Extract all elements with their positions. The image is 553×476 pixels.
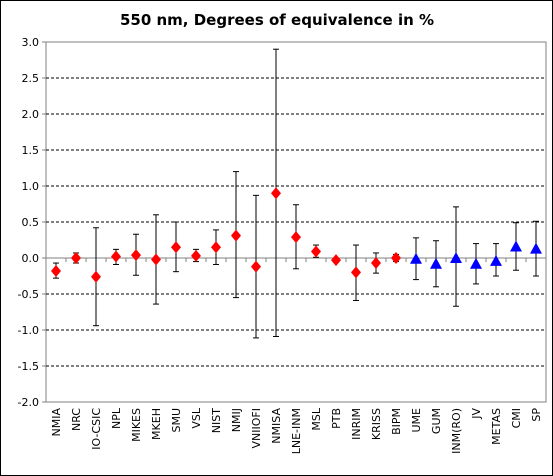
y-tick-label: 0.5: [22, 216, 40, 229]
x-tick-label: GUM: [430, 408, 443, 434]
x-tick-label: INM(RO): [450, 408, 463, 454]
data-point-diamond: [91, 270, 101, 283]
data-point-triangle: [510, 240, 522, 252]
data-point-diamond: [371, 257, 381, 270]
chart-title: 550 nm, Degrees of equivalence in %: [120, 11, 434, 29]
gridlines: [46, 77, 546, 367]
y-tick-label: -1.5: [18, 360, 39, 373]
data-point-diamond: [291, 231, 301, 244]
x-tick-label: MSL: [310, 407, 323, 430]
data-point-diamond: [391, 252, 401, 264]
x-tick-label: MKEH: [150, 408, 163, 440]
data-point-diamond: [131, 249, 141, 262]
x-tick-label: SP: [530, 408, 543, 422]
x-tick-label: IO-CSIC: [90, 408, 103, 450]
y-tick-label: 2.5: [22, 72, 40, 85]
x-tick-label: PTB: [330, 408, 343, 429]
y-axis: 3.0 2.5 2.0 1.5 1.0 0.5 0.0 -0.5 -1.0 -1.5 -2.0: [18, 36, 46, 409]
x-tick-label: INRIM: [350, 408, 363, 440]
y-tick-label: -2.0: [18, 396, 39, 409]
x-tick-label: METAS: [490, 408, 503, 445]
y-tick-label: 0.0: [22, 252, 40, 265]
x-tick-label: KRISS: [370, 408, 383, 440]
data-point-diamond: [271, 187, 281, 200]
y-tick-label: 3.0: [22, 36, 40, 49]
x-tick-label: VSL: [190, 407, 203, 429]
x-tick-label: NIST: [210, 408, 223, 433]
data-point-triangle: [430, 257, 442, 269]
x-tick-label: LNE-INM: [290, 408, 303, 454]
x-tick-label: CMI: [510, 408, 523, 428]
x-tick-label: NPL: [110, 407, 123, 429]
data-point-diamond: [51, 264, 61, 277]
x-tick-label: JV: [470, 408, 483, 420]
data-point-diamond: [151, 253, 161, 266]
y-tick-label: -1.0: [18, 324, 39, 337]
data-point-diamond: [331, 254, 341, 267]
x-tick-label: SMU: [170, 408, 183, 433]
x-tick-label: VNIIOFI: [250, 408, 263, 448]
x-tick-label: NRC: [70, 408, 83, 431]
x-tick-label: MIKES: [130, 408, 143, 442]
data-point-diamond: [71, 252, 81, 264]
x-tick-label: BIPM: [390, 408, 403, 435]
data-point-triangle: [410, 252, 422, 264]
x-tick-label: UME: [410, 408, 423, 433]
x-tick-label: NMISA: [270, 408, 283, 444]
y-tick-label: 1.5: [22, 144, 40, 157]
y-tick-label: -0.5: [18, 288, 39, 301]
data-point-diamond: [251, 260, 261, 273]
data-point-triangle: [450, 252, 462, 263]
data-point-diamond: [231, 229, 241, 242]
data-point-diamond: [171, 241, 181, 254]
y-tick-label: 1.0: [22, 180, 40, 193]
data-point-diamond: [111, 250, 121, 263]
data-point-diamond: [351, 266, 361, 279]
data-point-triangle: [490, 254, 502, 266]
y-tick-label: 2.0: [22, 108, 40, 121]
x-tick-label: NMIJ: [230, 408, 243, 432]
data-markers: [51, 187, 542, 283]
data-point-triangle: [530, 242, 542, 254]
data-point-diamond: [311, 245, 321, 258]
data-point-diamond: [191, 249, 201, 262]
data-point-diamond: [211, 241, 221, 254]
x-tick-label: NMIA: [50, 408, 63, 437]
data-point-triangle: [470, 257, 482, 269]
